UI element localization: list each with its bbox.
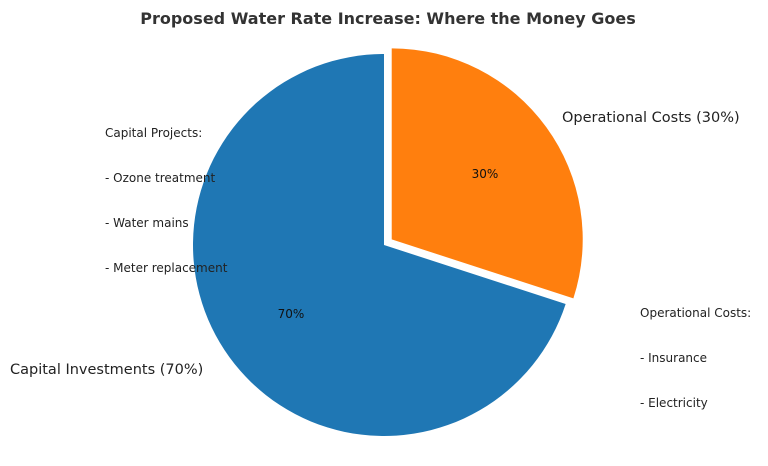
- annotation-title: Capital Projects:: [105, 126, 203, 140]
- annotation-item: - Water mains: [105, 216, 189, 230]
- annotation-item: - Electricity: [640, 396, 708, 410]
- pie-slice-operational: [391, 48, 583, 299]
- slice-label-operational: Operational Costs (30%): [562, 110, 740, 126]
- slice-label-capital: Capital Investments (70%): [10, 362, 203, 378]
- annotation-capital-projects: Capital Projects: - Ozone treatment - Wa…: [105, 96, 227, 291]
- chart-title: Proposed Water Rate Increase: Where the …: [140, 9, 636, 28]
- annotation-item: - Meter replacement: [105, 261, 228, 275]
- pct-label-capital: 70%: [278, 307, 305, 321]
- pct-label-operational: 30%: [472, 167, 499, 181]
- annotation-item: - Insurance: [640, 351, 708, 365]
- annotation-operational-costs: Operational Costs: - Insurance - Electri…: [640, 276, 751, 426]
- annotation-title: Operational Costs:: [640, 306, 752, 320]
- pie-slice-capital: [193, 54, 566, 436]
- annotation-item: - Ozone treatment: [105, 171, 216, 185]
